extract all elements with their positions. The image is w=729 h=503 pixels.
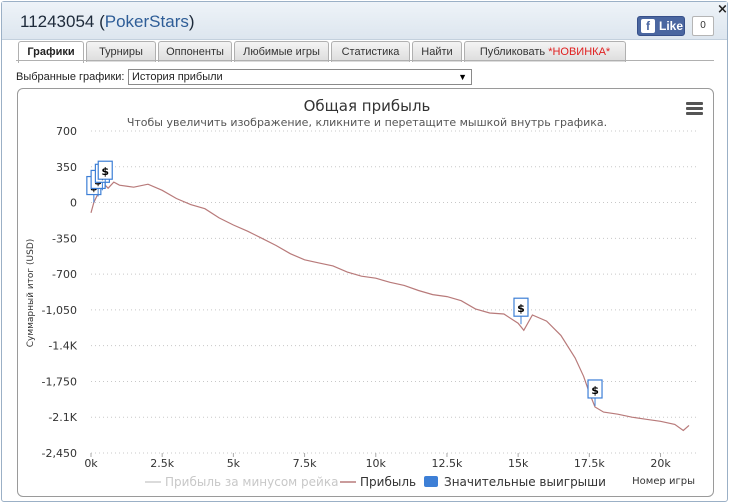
x-tick-label: 5k — [227, 457, 241, 470]
x-tick-label: 10k — [366, 457, 387, 470]
like-label: Like — [659, 19, 684, 33]
graph-selector-label: Выбранные графики: — [16, 71, 125, 83]
tab-search[interactable]: Найти — [412, 41, 462, 62]
like-count: 0 — [692, 16, 714, 36]
y-tick-label: -700 — [52, 268, 77, 281]
tab-tournaments[interactable]: Турниры — [86, 41, 156, 62]
chart-menu-icon[interactable] — [686, 102, 703, 115]
tab-statistics[interactable]: Статистика — [331, 41, 410, 62]
x-tick-label: 7.5k — [293, 457, 317, 470]
y-tick-label: -1,750 — [42, 375, 77, 388]
tab-graphs[interactable]: Графики — [18, 41, 84, 63]
chart-subtitle: Чтобы увеличить изображение, кликните и … — [127, 116, 607, 129]
chart-panel — [17, 88, 714, 497]
x-tick-label: 17.5k — [574, 457, 605, 470]
legend-item[interactable]: Прибыль — [340, 475, 416, 489]
y-tick-label: -1,050 — [42, 304, 77, 317]
y-tick-label: 0 — [70, 197, 77, 210]
facebook-like-button[interactable]: f Like — [637, 16, 685, 36]
legend-item[interactable]: Значительные выигрыши — [424, 475, 606, 489]
chart-title: Общая прибыль — [304, 97, 431, 115]
new-badge: *НОВИНКА* — [548, 46, 611, 58]
player-id: 11243054 — [20, 12, 95, 31]
close-icon[interactable]: × — [717, 2, 728, 17]
y-tick-label: -1.4K — [48, 340, 77, 353]
x-axis-title: Номер игры — [632, 476, 695, 487]
x-tick-label: 0k — [84, 457, 98, 470]
y-tick-label: -350 — [52, 232, 77, 245]
x-tick-label: 12.5k — [432, 457, 463, 470]
tab-publish-label: Публиковать — [479, 46, 549, 58]
player-title: 11243054 (PokerStars) — [20, 12, 195, 31]
big-win-flag[interactable]: $ — [587, 379, 603, 406]
facebook-icon: f — [641, 19, 655, 33]
y-tick-label: -2,450 — [42, 447, 77, 460]
tab-divider — [16, 60, 714, 61]
tab-favorite-games[interactable]: Любимые игры — [234, 41, 329, 62]
y-tick-label: 700 — [56, 125, 77, 138]
legend-label: Значительные выигрыши — [444, 475, 606, 489]
x-tick-label: 20k — [650, 457, 671, 470]
big-win-flag[interactable]: $ — [513, 297, 529, 325]
big-win-flag-label: $ — [591, 384, 599, 397]
x-tick-label: 2.5k — [150, 457, 174, 470]
graph-selector[interactable]: История прибыли ▼ — [128, 69, 472, 85]
legend-label: Прибыль за минусом рейка — [165, 475, 338, 489]
legend-item[interactable]: Прибыль за минусом рейка — [145, 475, 338, 489]
y-axis-title: Суммарный итог (USD) — [26, 239, 36, 348]
legend-flag-swatch — [424, 476, 438, 487]
big-win-flag-label: $ — [517, 302, 525, 315]
y-tick-label: 350 — [56, 161, 77, 174]
dropdown-arrow-icon: ▼ — [458, 72, 467, 82]
big-win-flag-label: $ — [101, 165, 109, 178]
tab-opponents[interactable]: Оппоненты — [158, 41, 232, 62]
tab-publish[interactable]: Публиковать *НОВИНКА* — [464, 41, 626, 62]
site-name[interactable]: PokerStars — [104, 12, 189, 31]
title-bar: 11243054 (PokerStars) f Like 0 × — [2, 2, 728, 40]
graph-selector-value: История прибыли — [132, 71, 223, 83]
big-win-flag[interactable]: $ — [97, 160, 113, 188]
x-tick-label: 15k — [508, 457, 529, 470]
legend-label: Прибыль — [360, 475, 416, 489]
y-tick-label: -2.1K — [48, 411, 77, 424]
